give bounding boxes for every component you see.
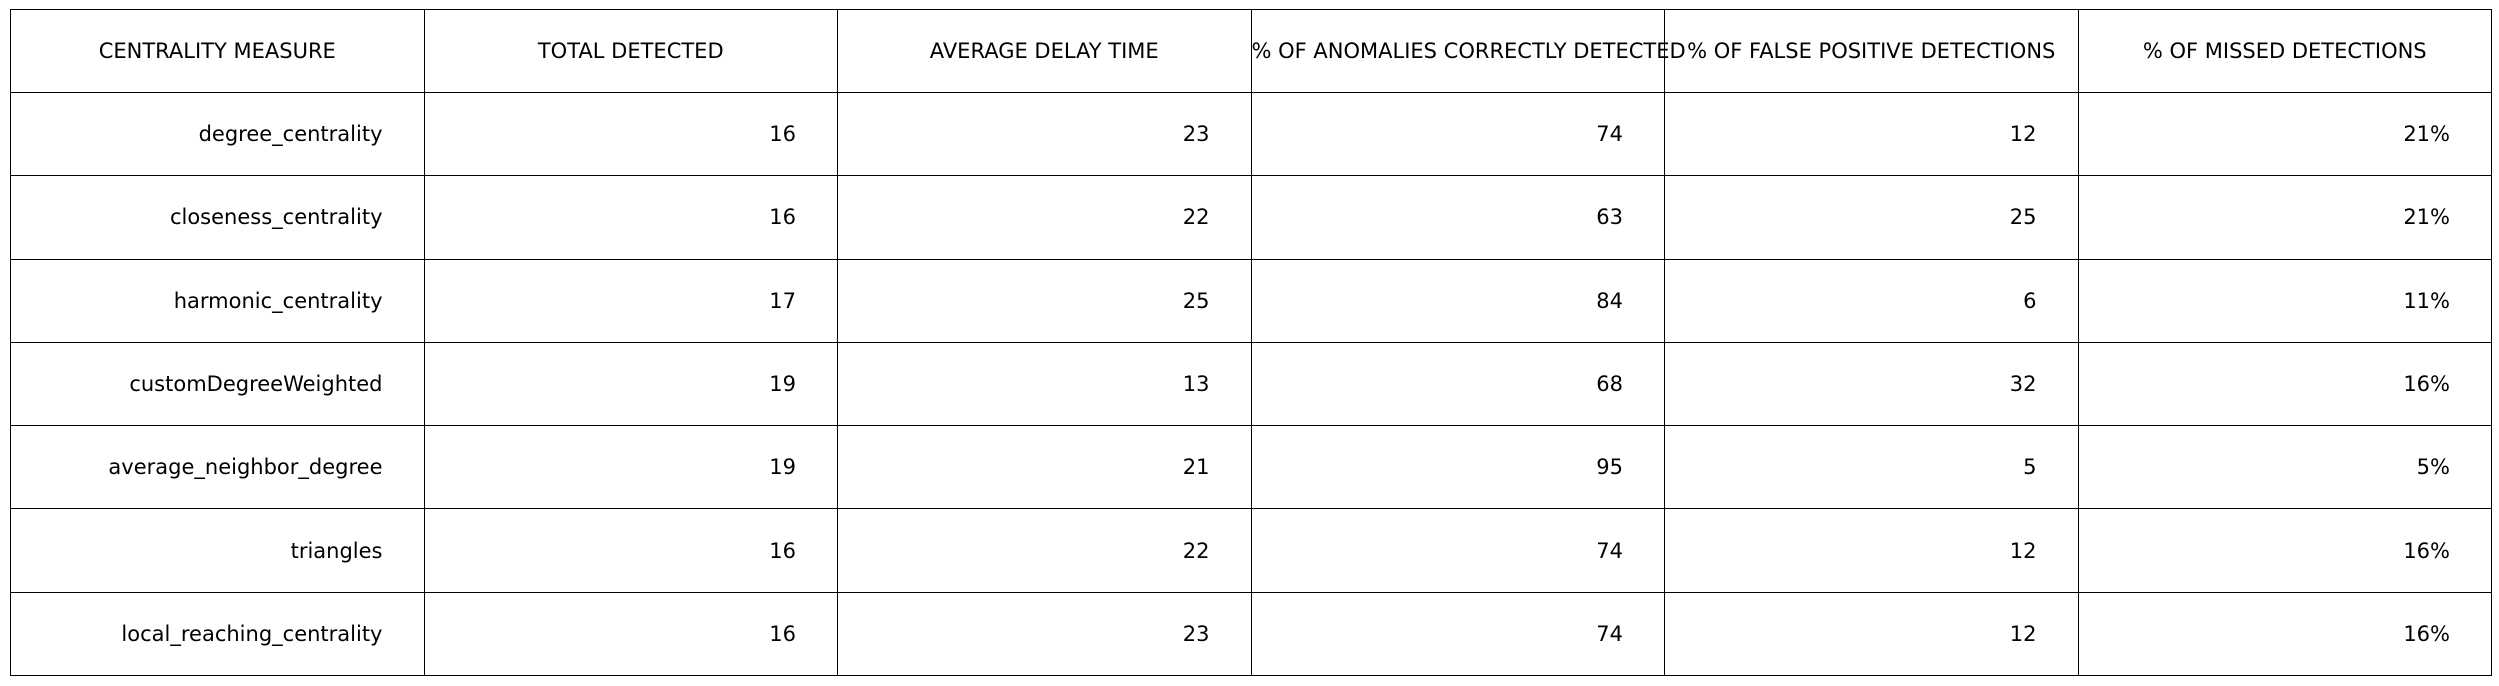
cell-centrality-measure: closeness_centrality bbox=[10, 175, 425, 260]
cell-total-detected: 16 bbox=[423, 508, 838, 593]
cell-centrality-measure: local_reaching_centrality bbox=[10, 591, 425, 677]
column-header-anomalies-correctly-detected-text: % OF ANOMALIES CORRECTLY DETECTED bbox=[1251, 39, 1686, 63]
column-header-centrality-measure: CENTRALITY MEASURE bbox=[10, 9, 425, 93]
cell-total-detected: 17 bbox=[423, 258, 838, 343]
table-row: customDegreeWeighted 19 13 68 32 16% bbox=[10, 341, 2492, 427]
column-header-missed-detections: % OF MISSED DETECTIONS bbox=[2077, 9, 2492, 93]
cell-average-delay-time: 23 bbox=[837, 591, 1252, 677]
cell-centrality-measure: degree_centrality bbox=[10, 91, 425, 177]
table-row: closeness_centrality 16 22 63 25 21% bbox=[10, 175, 2492, 260]
cell-false-positive-detections: 12 bbox=[1664, 508, 2079, 593]
header-row: CENTRALITY MEASURE TOTAL DETECTED AVERAG… bbox=[10, 9, 2492, 93]
cell-anomalies-correctly-detected: 74 bbox=[1250, 91, 1665, 177]
cell-centrality-measure: harmonic_centrality bbox=[10, 258, 425, 343]
column-header-average-delay-time: AVERAGE DELAY TIME bbox=[837, 9, 1252, 93]
cell-missed-detections: 21% bbox=[2077, 91, 2492, 177]
cell-false-positive-detections: 5 bbox=[1664, 425, 2079, 510]
cell-anomalies-correctly-detected: 63 bbox=[1250, 175, 1665, 260]
cell-missed-detections: 5% bbox=[2077, 425, 2492, 510]
cell-total-detected: 19 bbox=[423, 341, 838, 427]
cell-total-detected: 16 bbox=[423, 91, 838, 177]
cell-average-delay-time: 23 bbox=[837, 91, 1252, 177]
cell-anomalies-correctly-detected: 74 bbox=[1250, 508, 1665, 593]
cell-missed-detections: 16% bbox=[2077, 591, 2492, 677]
cell-missed-detections: 21% bbox=[2077, 175, 2492, 260]
column-header-anomalies-correctly-detected: % OF ANOMALIES CORRECTLY DETECTED bbox=[1250, 9, 1686, 93]
table-row: average_neighbor_degree 19 21 95 5 5% bbox=[10, 425, 2492, 510]
cell-average-delay-time: 22 bbox=[837, 175, 1252, 260]
cell-missed-detections: 16% bbox=[2077, 341, 2492, 427]
cell-anomalies-correctly-detected: 74 bbox=[1250, 591, 1665, 677]
results-table-container: CENTRALITY MEASURE TOTAL DETECTED AVERAG… bbox=[10, 9, 2492, 677]
cell-total-detected: 16 bbox=[423, 591, 838, 677]
cell-average-delay-time: 21 bbox=[837, 425, 1252, 510]
table-row: harmonic_centrality 17 25 84 6 11% bbox=[10, 258, 2492, 343]
cell-anomalies-correctly-detected: 68 bbox=[1250, 341, 1665, 427]
cell-anomalies-correctly-detected: 95 bbox=[1250, 425, 1665, 510]
cell-anomalies-correctly-detected: 84 bbox=[1250, 258, 1665, 343]
cell-false-positive-detections: 25 bbox=[1664, 175, 2079, 260]
cell-average-delay-time: 25 bbox=[837, 258, 1252, 343]
column-header-total-detected: TOTAL DETECTED bbox=[423, 9, 838, 93]
column-header-false-positive-detections: % OF FALSE POSITIVE DETECTIONS bbox=[1664, 9, 2079, 93]
cell-false-positive-detections: 6 bbox=[1664, 258, 2079, 343]
cell-average-delay-time: 22 bbox=[837, 508, 1252, 593]
cell-centrality-measure: triangles bbox=[10, 508, 425, 593]
cell-false-positive-detections: 12 bbox=[1664, 91, 2079, 177]
table-row: local_reaching_centrality 16 23 74 12 16% bbox=[10, 591, 2492, 677]
cell-false-positive-detections: 12 bbox=[1664, 591, 2079, 677]
table-row: degree_centrality 16 23 74 12 21% bbox=[10, 91, 2492, 177]
cell-centrality-measure: average_neighbor_degree bbox=[10, 425, 425, 510]
cell-missed-detections: 16% bbox=[2077, 508, 2492, 593]
cell-false-positive-detections: 32 bbox=[1664, 341, 2079, 427]
cell-missed-detections: 11% bbox=[2077, 258, 2492, 343]
cell-total-detected: 16 bbox=[423, 175, 838, 260]
table-row: triangles 16 22 74 12 16% bbox=[10, 508, 2492, 593]
table-body: degree_centrality 16 23 74 12 21% closeness_ce… bbox=[10, 91, 2492, 677]
cell-total-detected: 19 bbox=[423, 425, 838, 510]
cell-centrality-measure: customDegreeWeighted bbox=[10, 341, 425, 427]
cell-average-delay-time: 13 bbox=[837, 341, 1252, 427]
centrality-results-table: CENTRALITY MEASURE TOTAL DETECTED AVERAG… bbox=[10, 9, 2492, 677]
